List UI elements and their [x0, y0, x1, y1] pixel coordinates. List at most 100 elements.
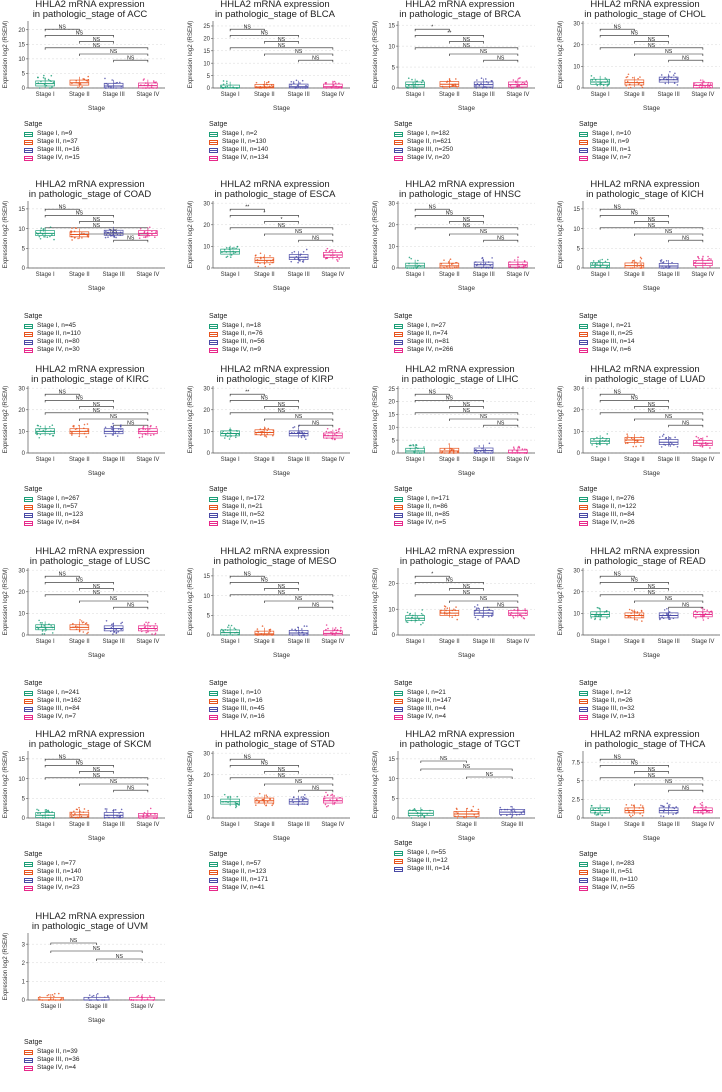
data-point [71, 434, 73, 436]
data-point [154, 622, 157, 625]
data-point [423, 446, 425, 448]
data-point [626, 442, 629, 444]
data-point [70, 812, 73, 814]
comparison-bracket [264, 406, 299, 409]
data-point [333, 80, 336, 83]
box [288, 430, 309, 437]
y-tick-label: 5 [22, 796, 26, 802]
panel-title-line2: in pathologic_stage of UVM [31, 921, 149, 932]
y-tick-label: 20 [388, 223, 395, 229]
data-point [676, 77, 678, 80]
x-tick-label: Stage III [501, 822, 524, 828]
legend: Satge Stage I, n=171 Stage II, n=86 Stage I… [394, 486, 449, 527]
data-point [299, 260, 301, 262]
data-point [145, 621, 147, 624]
data-point [477, 812, 480, 814]
data-point [146, 813, 148, 816]
panel-title-line2: in pathologic_stage of MESO [213, 556, 337, 567]
data-point [705, 805, 707, 808]
data-point [448, 443, 451, 445]
data-point [258, 792, 261, 795]
y-tick-label: 5 [207, 74, 211, 80]
comparison-bracket [668, 59, 704, 63]
data-point [338, 428, 341, 430]
comparison-label: NS [665, 229, 673, 235]
legend-item: Stage IV, n=84 [24, 519, 83, 527]
data-point [303, 625, 306, 627]
panel-title-line1: HHLA2 mRNA expression [405, 0, 515, 10]
comparison-bracket [599, 47, 704, 50]
data-point [75, 227, 77, 229]
data-point [487, 615, 490, 618]
panel-title-line1: HHLA2 mRNA expression [35, 364, 145, 375]
plot-svg: 0 5 10 15 Expression log2 (RSEM) Stage I Stage… [2, 751, 165, 842]
comparison-bracket [420, 768, 513, 771]
data-point [118, 81, 121, 84]
x-tick-label: Stage III [287, 639, 310, 645]
x-tick-label: Stage II [40, 1004, 61, 1010]
data-point [335, 429, 337, 432]
y-tick-label: 0 [22, 266, 26, 272]
data-point [327, 627, 329, 630]
y-axis-label: Expression log2 (RSEM) [372, 386, 379, 454]
x-tick-label: Stage I [591, 457, 610, 463]
legend-title: Satge [209, 486, 228, 493]
comparison-bracket [113, 59, 149, 63]
comparison-label: NS [614, 754, 622, 760]
comparison-label: NS [497, 420, 505, 426]
legend-swatch [579, 331, 588, 337]
comparison-bracket [264, 233, 334, 236]
comparison-bracket [599, 582, 669, 585]
data-point [43, 74, 45, 77]
data-point [80, 620, 83, 622]
data-point [412, 85, 415, 87]
data-point [705, 443, 707, 446]
data-point [703, 608, 706, 611]
comparison-bracket [50, 942, 97, 945]
data-point [631, 609, 633, 612]
comparison-label: NS [76, 396, 84, 402]
data-point [82, 621, 85, 623]
data-point [441, 451, 444, 453]
legend-swatch [394, 504, 403, 510]
data-point [223, 249, 226, 251]
legend-item: Stage II, n=76 [209, 330, 264, 338]
panel-18: HHLA2 mRNA expression in pathologic_stage… [370, 730, 550, 910]
comparison-label: NS [76, 761, 84, 767]
legend-swatch [579, 877, 588, 883]
y-tick-label: 0 [22, 86, 26, 92]
data-point [595, 445, 598, 448]
data-point [509, 265, 512, 268]
comparison-bracket [264, 53, 334, 56]
data-point [105, 619, 108, 622]
panel-4: HHLA2 mRNA expression in pathologic_stage… [0, 180, 180, 360]
panel-1: HHLA2 mRNA expression in pathologic_stage… [185, 0, 365, 180]
legend-swatch [394, 331, 403, 337]
box [288, 629, 309, 636]
data-point [660, 446, 663, 448]
data-point [446, 87, 448, 89]
data-point [640, 263, 642, 266]
comparison-label: ** [245, 389, 249, 395]
data-point [51, 632, 54, 634]
legend-label: Stage IV, n=134 [222, 154, 269, 161]
legend-swatch [394, 858, 403, 864]
legend-swatch [24, 147, 33, 153]
data-point [256, 798, 258, 801]
data-point [121, 621, 124, 624]
y-tick-label: 0 [22, 633, 26, 639]
data-point [266, 433, 269, 435]
box [624, 79, 645, 86]
data-point [664, 82, 667, 85]
data-point [406, 611, 409, 614]
data-point [228, 438, 231, 440]
data-point [77, 237, 79, 240]
data-point [476, 604, 479, 606]
box [439, 81, 460, 87]
data-point [663, 609, 666, 611]
comparison-bracket [113, 606, 149, 610]
comparison-bracket [44, 758, 80, 762]
x-tick-label: Stage III [287, 92, 310, 98]
legend-swatch [24, 512, 33, 518]
legend-swatch [209, 339, 218, 345]
